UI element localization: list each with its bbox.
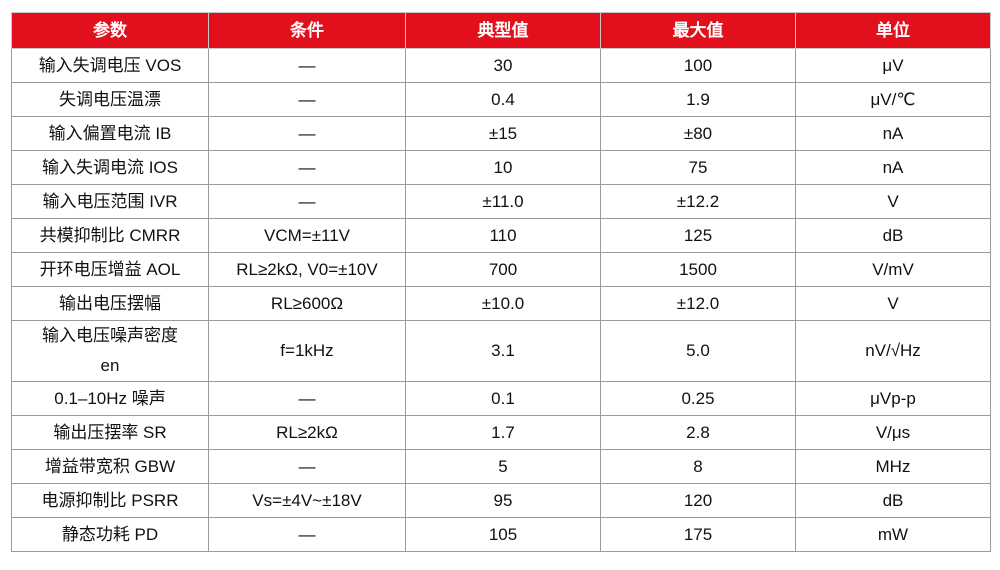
table-cell: 125 [600,218,796,253]
header-cell: 单位 [795,12,991,49]
table-cell: VCM=±11V [208,218,406,253]
table-row: 静态功耗 PD —105 175 mW [11,517,991,552]
table-cell: dB [795,483,991,518]
table-cell: 共模抑制比 CMRR [11,218,209,253]
table-cell: 30 [405,48,601,83]
header-cell: 条件 [208,12,406,49]
table-cell: ±15 [405,116,601,151]
table-cell: 700 [405,252,601,287]
table-cell: 失调电压温漂 [11,82,209,117]
table-cell: 1500 [600,252,796,287]
table-cell: 3.1 [405,320,601,382]
table-cell: — [208,116,406,151]
table-cell: 输入失调电压 VOS [11,48,209,83]
table-row: 电源抑制比 PSRR Vs=±4V~±18V 95 120 dB [11,483,991,518]
header-row: 参数 条件 典型值 最大值 单位 [11,12,991,49]
table-cell: 输出电压摆幅 [11,286,209,321]
table-cell: 静态功耗 PD [11,517,209,552]
table-cell: 电源抑制比 PSRR [11,483,209,518]
table-cell: dB [795,218,991,253]
table-cell: 95 [405,483,601,518]
table-cell: 输入偏置电流 IB [11,116,209,151]
header-cell: 参数 [11,12,209,49]
table-row: 输出电压摆幅 RL≥600Ω ±10.0 ±12.0 V [11,286,991,321]
table-cell: — [208,82,406,117]
table-cell: 输入电压范围 IVR [11,184,209,219]
table-row: 输入电压噪声密度 en f=1kHz 3.1 5.0 nV/√Hz [11,320,991,382]
table-cell: ±12.2 [600,184,796,219]
table-cell: — [208,381,406,416]
table-cell: 175 [600,517,796,552]
table-row: 输入偏置电流 IB — ±15 ±80 nA [11,116,991,151]
table-cell: 1.7 [405,415,601,450]
table-cell: V [795,184,991,219]
table-cell: V [795,286,991,321]
table-cell: V/μs [795,415,991,450]
table-row: 输出压摆率 SR RL≥2kΩ 1.7 2.8 V/μs [11,415,991,450]
table-cell: 0.25 [600,381,796,416]
table-row: 输入失调电压 VOS —30 100 μV [11,48,991,83]
table-cell: 100 [600,48,796,83]
header-cell: 典型值 [405,12,601,49]
table-row: 0.1–10Hz 噪声 —0.1 0.25 μVp-p [11,381,991,416]
table-cell: 输入电压噪声密度 en [11,320,209,382]
table-cell: 0.1 [405,381,601,416]
table-cell: 5.0 [600,320,796,382]
table-body: 输入失调电压 VOS —30 100 μV 失调电压温漂 —0.4 1.9 μV/℃ 输入偏置电… [11,48,991,552]
table-cell: nA [795,116,991,151]
table-cell: μV [795,48,991,83]
table-cell: nA [795,150,991,185]
table-cell: μV/℃ [795,82,991,117]
table-row: 增益带宽积 GBW —5 8 MHz [11,449,991,484]
table-cell: RL≥2kΩ, V0=±10V [208,252,406,287]
table-cell: V/mV [795,252,991,287]
table-row: 输入电压范围 IVR — ±11.0 ±12.2 V [11,184,991,219]
table-cell: μVp-p [795,381,991,416]
table-cell: 8 [600,449,796,484]
table-row: 共模抑制比 CMRR VCM=±11V 110 125 dB [11,218,991,253]
header-cell: 最大值 [600,12,796,49]
table-cell: nV/√Hz [795,320,991,382]
table-cell: 1.9 [600,82,796,117]
table-cell: 开环电压增益 AOL [11,252,209,287]
table-row: 开环电压增益 AOL RL≥2kΩ, V0=±10V 700 1500 V/mV [11,252,991,287]
table-cell: ±80 [600,116,796,151]
spec-table: 参数 条件 典型值 最大值 单位 输入失调电压 VOS —30 100 μV 失调电压温漂 —0.… [11,12,991,552]
table-cell: ±12.0 [600,286,796,321]
table-cell: — [208,48,406,83]
table-cell: mW [795,517,991,552]
table-cell: — [208,150,406,185]
table-cell: RL≥2kΩ [208,415,406,450]
table-row: 失调电压温漂 —0.4 1.9 μV/℃ [11,82,991,117]
table-cell: 110 [405,218,601,253]
table-cell: 输入失调电流 IOS [11,150,209,185]
table-cell: 增益带宽积 GBW [11,449,209,484]
table-cell: ±10.0 [405,286,601,321]
table-cell: 输出压摆率 SR [11,415,209,450]
table-row: 输入失调电流 IOS —10 75 nA [11,150,991,185]
table-cell: 2.8 [600,415,796,450]
table-cell: Vs=±4V~±18V [208,483,406,518]
table-cell: RL≥600Ω [208,286,406,321]
table-cell: MHz [795,449,991,484]
table-cell: 105 [405,517,601,552]
table-cell: 75 [600,150,796,185]
table-cell: 0.4 [405,82,601,117]
table-cell: 5 [405,449,601,484]
table-cell: — [208,449,406,484]
table-cell: 0.1–10Hz 噪声 [11,381,209,416]
table-cell: — [208,517,406,552]
table-cell: — [208,184,406,219]
table-cell: 120 [600,483,796,518]
table-cell: 10 [405,150,601,185]
table-cell: ±11.0 [405,184,601,219]
table-cell: f=1kHz [208,320,406,382]
